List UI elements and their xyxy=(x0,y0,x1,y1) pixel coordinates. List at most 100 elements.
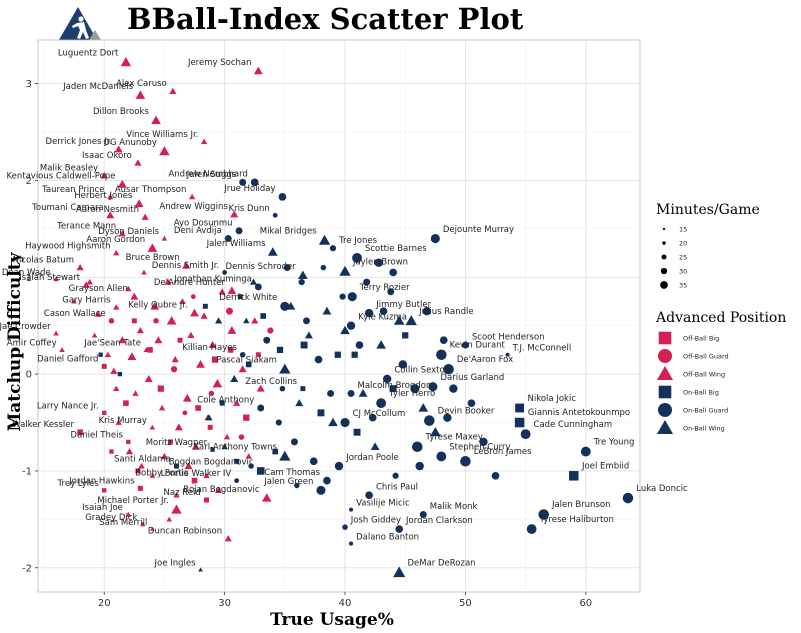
data-point xyxy=(141,269,147,275)
point-dennis-schroder xyxy=(298,270,308,279)
data-point xyxy=(125,447,134,455)
point-joel-embiid xyxy=(569,471,579,481)
point-tyrese-maxey xyxy=(411,441,423,453)
point-label: Andrew Nembhard xyxy=(168,170,247,180)
data-point xyxy=(71,298,77,304)
data-point xyxy=(368,413,377,422)
point-demar-derozan xyxy=(393,566,406,578)
point-label: Joe Ingles xyxy=(154,559,197,569)
data-point xyxy=(300,341,308,349)
data-point xyxy=(208,390,215,397)
legend-size-label: 15 xyxy=(679,226,687,234)
data-point xyxy=(160,452,169,460)
y-tick-label: -1 xyxy=(22,466,32,477)
data-point xyxy=(125,285,132,292)
point-label: Malik Monk xyxy=(430,502,478,512)
point-t-j-mcconnell xyxy=(505,352,510,357)
point-label: Jaylen Brown xyxy=(352,258,408,268)
data-point xyxy=(248,463,254,469)
point-duncan-robinson xyxy=(224,535,232,542)
point-kelly-oubre-jr xyxy=(190,308,199,317)
point-julius-randle xyxy=(405,315,417,326)
point-bojan-bogdanovic xyxy=(261,493,272,502)
point-label: Tre Young xyxy=(593,438,635,448)
legend-size-dot xyxy=(660,281,668,289)
point-label: Malcolm Brogdon xyxy=(358,381,432,391)
point-label: Gary Harris xyxy=(62,296,111,306)
data-point xyxy=(374,258,383,267)
data-point xyxy=(211,356,219,363)
legend-size-dot xyxy=(662,227,666,231)
point-dyson-daniels xyxy=(161,235,168,241)
data-point xyxy=(86,278,93,285)
point-dalano-banton xyxy=(349,541,354,546)
data-point xyxy=(131,318,137,324)
x-axis-title: True Usage% xyxy=(270,610,394,630)
data-point xyxy=(208,341,217,349)
data-point xyxy=(223,433,231,440)
data-point xyxy=(418,403,429,412)
data-point xyxy=(267,327,274,334)
point-labels: Luguentz Dort Jeremy Sochan Alex CarusoJad… xyxy=(0,49,688,569)
point-label: Tyrese Haliburton xyxy=(539,515,614,525)
data-point xyxy=(251,317,259,324)
data-point xyxy=(255,352,261,358)
point-trey-lyles xyxy=(102,488,107,493)
x-tick-label: 20 xyxy=(98,598,111,609)
point-label: Tyrese Maxey xyxy=(425,432,483,442)
data-point xyxy=(135,468,141,474)
data-point xyxy=(430,426,441,437)
data-point xyxy=(389,268,398,277)
point-haywood-highsmith xyxy=(113,249,120,256)
data-point xyxy=(212,378,223,388)
point-cam-thomas xyxy=(323,476,331,485)
data-point xyxy=(317,409,325,417)
point-label: Cason Wallace xyxy=(44,309,106,319)
legend-position-marker xyxy=(656,419,674,435)
point-toumani-camara xyxy=(106,211,115,219)
point-label: Cole Anthony xyxy=(197,396,254,406)
point-label: Luka Doncic xyxy=(636,484,688,494)
point-lebron-james xyxy=(460,455,471,467)
point-aaron-gordon xyxy=(147,243,158,252)
legend-position-marker xyxy=(656,365,674,381)
point-label: Larry Nance Jr. xyxy=(37,401,99,411)
point-label: Giannis Antetokounmpo xyxy=(528,408,630,418)
point-label: Haywood Highsmith xyxy=(25,241,110,251)
legend-size-label: 25 xyxy=(679,254,687,262)
data-point xyxy=(174,423,183,431)
point-label: Joel Embiid xyxy=(581,462,629,472)
data-point xyxy=(166,316,177,325)
data-point xyxy=(449,384,458,393)
data-point xyxy=(153,318,159,324)
point-label: OG Anunoby xyxy=(103,138,157,148)
logo-player-head xyxy=(78,16,84,22)
legend-position-marker xyxy=(658,403,672,417)
point-isaiah-joe xyxy=(125,511,132,517)
point-label: Derrick Jones Jr. xyxy=(46,137,113,147)
data-point xyxy=(191,442,200,450)
data-point xyxy=(227,326,237,334)
point-label: Jrue Holiday xyxy=(223,184,275,194)
point-label: Jalen Green xyxy=(263,477,313,487)
point-label: Mikal Bridges xyxy=(260,227,317,237)
point-label: Isaiah Joe xyxy=(82,503,123,513)
point-label: Zach Collins xyxy=(245,377,297,387)
point-bruce-brown xyxy=(182,261,191,269)
point-alex-caruso xyxy=(169,87,177,95)
data-point xyxy=(387,288,395,296)
legend-position-marker xyxy=(658,331,672,345)
point-label: Daniel Theis xyxy=(70,430,123,440)
legend-position-label: On-Ball Big xyxy=(683,389,719,397)
point-label: Scottie Barnes xyxy=(365,244,427,254)
point-label: Ausar Thompson xyxy=(115,185,187,195)
point-label: Derrick White xyxy=(219,293,277,303)
x-tick-label: 30 xyxy=(218,598,231,609)
point-stephen-curry xyxy=(436,451,447,462)
data-point xyxy=(150,301,160,310)
point-gradey-dick xyxy=(139,521,146,527)
labeled-points xyxy=(53,57,634,578)
point-label: Vasilije Micic xyxy=(356,499,410,509)
point-amir-coffey xyxy=(59,347,65,352)
data-point xyxy=(322,306,332,315)
